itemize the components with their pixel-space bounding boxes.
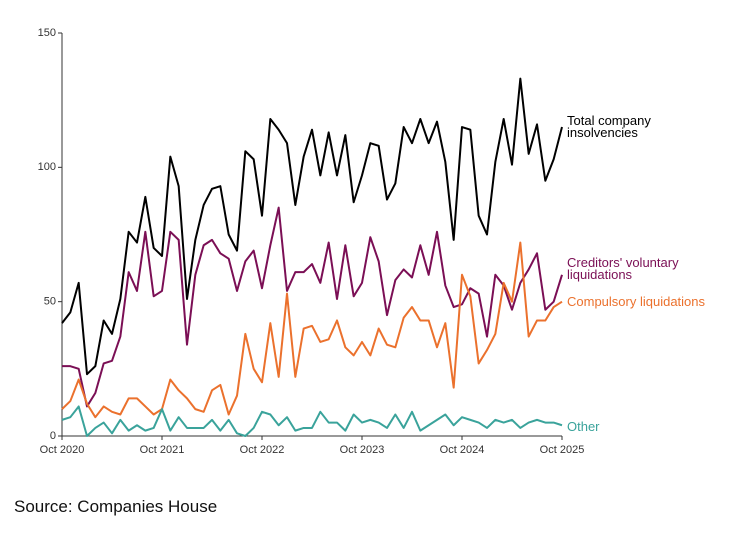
y-tick-label: 150 <box>38 27 56 39</box>
source-note: Source: Companies House <box>14 497 218 516</box>
series-label: Creditors' voluntary liquidations <box>567 255 679 282</box>
series-label: Compulsory liquidations <box>567 294 706 309</box>
y-tick-label: 50 <box>44 296 56 308</box>
x-tick-label: Oct 2024 <box>440 444 485 456</box>
chart: 0 50 100 150 Oct 2020 Oct 2021 Oct 2022 Oct 202… <box>38 27 585 456</box>
x-tick-label: Oct 2025 <box>540 444 585 456</box>
x-tick-label: Oct 2020 <box>40 444 85 456</box>
series-line <box>61 405 563 437</box>
x-tick-label: Oct 2021 <box>140 444 185 456</box>
series-line <box>61 77 563 376</box>
x-tick-label: Oct 2022 <box>240 444 285 456</box>
y-tick-label: 0 <box>50 430 56 442</box>
y-tick-label: 100 <box>38 161 56 173</box>
series-line <box>62 206 563 408</box>
series-label: Total company insolvencies <box>567 113 651 140</box>
series-label: Other <box>567 419 600 434</box>
series-line <box>61 241 563 419</box>
x-tick-label: Oct 2023 <box>340 444 385 456</box>
